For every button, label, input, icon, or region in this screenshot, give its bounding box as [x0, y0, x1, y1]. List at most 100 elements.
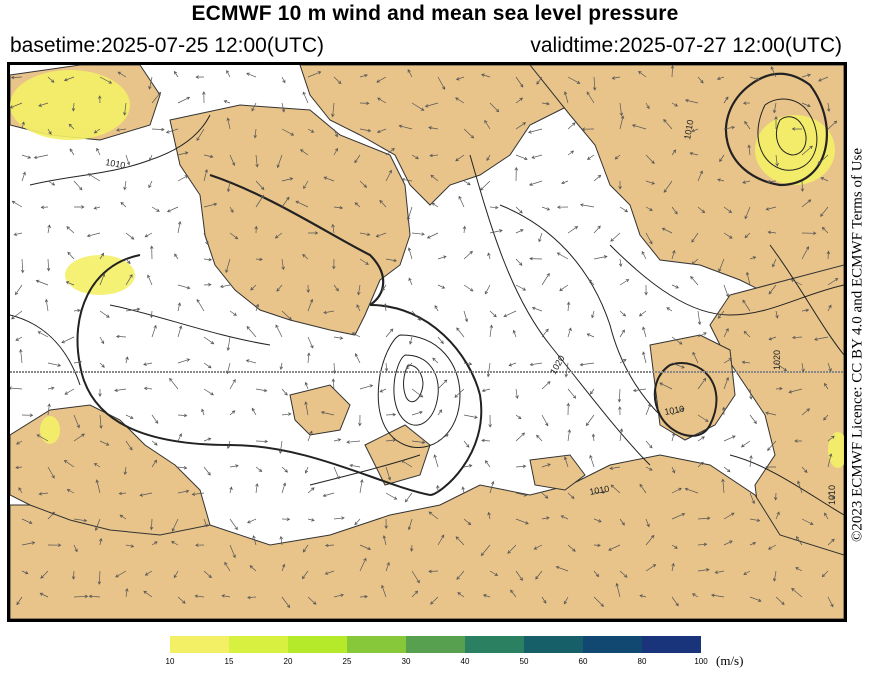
- wind-arrow: [456, 327, 465, 338]
- wind-arrow: [47, 386, 55, 390]
- wind-arrow: [359, 73, 368, 78]
- wind-arrow: [357, 284, 361, 296]
- wind-arrow: [281, 102, 286, 113]
- wind-arrow: [177, 302, 182, 312]
- wind-arrow: [333, 593, 345, 598]
- wind-arrow: [16, 596, 23, 606]
- wind-arrow: [39, 592, 49, 598]
- wind-arrow: [47, 128, 52, 135]
- wind-arrow: [354, 154, 361, 164]
- wind-arrow: [114, 388, 127, 393]
- isobar-thin-ne-ring-2: [776, 116, 807, 156]
- wind-arrow: [717, 310, 725, 319]
- wind-arrow: [275, 324, 283, 338]
- wind-arrow: [775, 310, 779, 319]
- colorbar-tick-label: 20: [283, 657, 293, 666]
- wind-arrow: [324, 543, 335, 548]
- wind-arrow: [455, 154, 465, 162]
- wind-arrow: [274, 232, 283, 239]
- wind-arrow: [617, 388, 622, 403]
- wind-arrow: [515, 492, 528, 497]
- wind-arrow: [615, 582, 621, 598]
- wind-arrow: [567, 544, 576, 552]
- wind-arrow: [278, 440, 283, 455]
- wind-arrow: [302, 91, 309, 104]
- chart-title: ECMWF 10 m wind and mean sea level press…: [191, 2, 679, 25]
- wind-arrow: [775, 511, 780, 520]
- wind-arrow: [21, 570, 29, 575]
- wind-arrow: [223, 100, 231, 104]
- wind-arrow: [645, 232, 653, 245]
- wind-arrow: [801, 199, 812, 208]
- wind-arrow: [203, 202, 218, 208]
- wind-arrow: [645, 518, 650, 528]
- wind-arrow: [71, 570, 76, 580]
- wind-arrow: [723, 540, 733, 546]
- wind-arrow: [766, 179, 777, 184]
- wind-arrow: [125, 258, 131, 265]
- wind-arrow: [609, 466, 621, 470]
- wind-arrow: [772, 570, 777, 582]
- land-greenland: [169, 104, 411, 336]
- wind-arrow: [125, 274, 133, 286]
- wind-arrow: [541, 596, 547, 604]
- wind-arrow: [381, 584, 387, 598]
- wind-arrow: [690, 275, 699, 286]
- isobar-thick-central: [369, 304, 483, 496]
- wind-arrow: [377, 97, 387, 104]
- wind-arrow: [645, 564, 657, 572]
- land-masses: [10, 65, 844, 619]
- wind-arrow: [527, 128, 543, 134]
- wind-arrow: [618, 180, 622, 190]
- wind-arrow: [618, 406, 622, 416]
- wind-arrow: [631, 124, 647, 130]
- wind-arrow: [195, 543, 205, 547]
- wind-arrow: [384, 362, 389, 372]
- wind-arrow: [221, 594, 231, 598]
- wind-arrow: [589, 454, 595, 468]
- wind-arrow: [411, 570, 420, 584]
- wind-arrow: [116, 128, 127, 132]
- wind-arrow: [645, 154, 655, 165]
- wind-arrow: [775, 362, 787, 372]
- wind-arrow: [354, 202, 361, 208]
- wind-arrow: [281, 466, 289, 473]
- wind-arrow: [125, 232, 135, 240]
- wind-arrow: [177, 489, 190, 494]
- wind-arrow: [346, 440, 361, 444]
- wind-arrow: [148, 180, 153, 189]
- wind-arrow: [149, 245, 154, 260]
- wind-arrow: [437, 409, 443, 416]
- land-chukotka: [649, 334, 736, 441]
- wind-arrow: [486, 154, 491, 162]
- wind-arrow: [827, 120, 838, 130]
- wind-arrow: [437, 284, 446, 289]
- wind-arrow: [535, 570, 543, 580]
- wind-arrow: [663, 118, 673, 130]
- wind-arrow: [125, 414, 134, 419]
- wind-arrow: [295, 200, 309, 208]
- wind-arrow: [619, 428, 624, 442]
- colorbar-segment: [347, 636, 406, 653]
- isobar-thin-center-3: [403, 364, 424, 403]
- wind-arrow: [385, 328, 394, 338]
- wind-arrow: [47, 362, 62, 367]
- wind-arrow: [827, 435, 835, 442]
- wind-arrow: [801, 308, 810, 312]
- land-novaya-zemlya: [364, 424, 431, 486]
- wind-arrow: [408, 277, 413, 286]
- wind-arrow: [579, 362, 595, 367]
- wind-arrow: [307, 596, 317, 605]
- wind-arrow: [229, 464, 239, 468]
- wind-arrow: [252, 535, 257, 546]
- map-frame: 1010 1010 1020 1010 1010 1020 1010: [7, 62, 847, 622]
- wind-arrow: [749, 596, 762, 602]
- wind-arrow: [489, 310, 497, 318]
- wind-arrow: [358, 414, 362, 427]
- wind-arrow: [619, 518, 625, 526]
- wind-arrow: [123, 102, 127, 116]
- wind-arrow: [125, 154, 131, 166]
- wind-arrow: [203, 282, 212, 287]
- wind-arrow: [177, 220, 182, 234]
- isobar-thin-south: [309, 454, 421, 486]
